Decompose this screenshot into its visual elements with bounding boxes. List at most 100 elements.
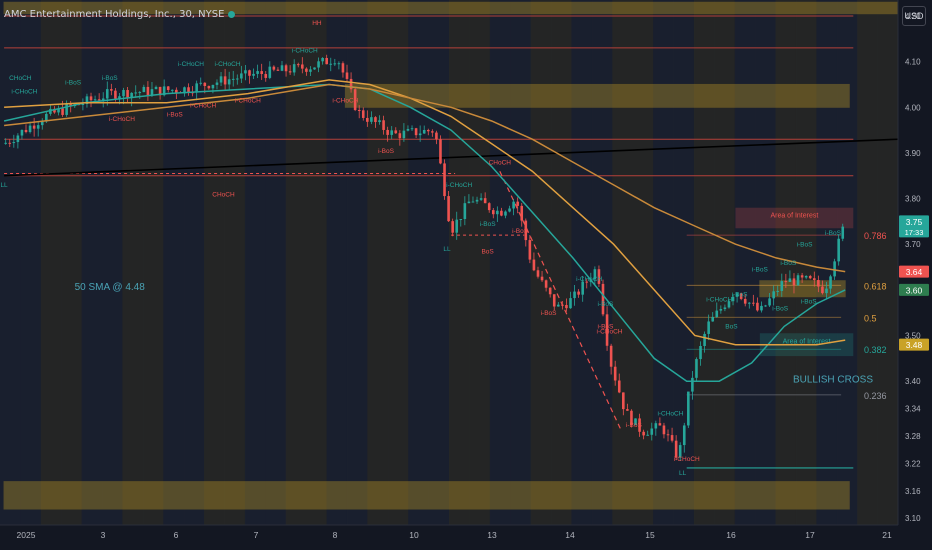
session-band <box>40 0 62 525</box>
candle-body <box>386 129 389 135</box>
candle-body <box>256 71 259 74</box>
price-badge-label: 3.48 <box>906 340 923 350</box>
moving-average-200-sma <box>4 83 846 273</box>
candle-body <box>634 418 637 426</box>
y-tick-label: 3.50 <box>905 332 921 341</box>
candle-body <box>16 135 20 143</box>
structure-label: BoS <box>481 248 494 255</box>
session-band <box>142 0 164 525</box>
candle-body <box>548 287 552 295</box>
candle-body <box>573 291 576 299</box>
x-tick-label: 7 <box>254 530 259 540</box>
y-tick-label: 3.90 <box>905 149 921 158</box>
candle-body <box>394 130 398 134</box>
down-trend-dashed <box>499 170 623 432</box>
candle-body <box>402 130 406 139</box>
candle-body <box>410 128 414 130</box>
candle-body <box>808 275 812 279</box>
session-band <box>285 0 307 525</box>
session-band-tint <box>530 0 572 525</box>
candle-body <box>837 238 840 262</box>
structure-label: i-BoS <box>825 230 842 237</box>
structure-label: i-CHoCH <box>292 48 318 55</box>
session-band <box>612 0 634 525</box>
candle-body <box>28 125 32 133</box>
candle-body <box>455 219 459 233</box>
candle-body <box>642 431 645 436</box>
candle-body <box>565 304 568 309</box>
structure-label: i-CHoCH <box>11 89 37 96</box>
structure-label: i-CHoCH <box>235 98 261 105</box>
candle-body <box>215 82 219 85</box>
candle-body <box>483 198 487 204</box>
candle-body <box>431 131 434 133</box>
candle-body <box>146 86 150 96</box>
x-tick-label: 21 <box>882 530 892 540</box>
candle-body <box>195 83 198 93</box>
session-band <box>367 0 389 525</box>
candle-body <box>207 86 211 89</box>
structure-label: i-CHoCH <box>674 456 700 463</box>
candle-body <box>292 64 296 73</box>
candle-body <box>130 92 133 99</box>
candle-body <box>443 163 446 197</box>
candle-body <box>597 269 601 284</box>
candle-body <box>585 281 589 283</box>
candle-body <box>57 108 60 113</box>
candle-body <box>711 316 715 322</box>
candle-body <box>284 65 288 72</box>
candle-body <box>593 269 597 280</box>
structure-label: i-BoS <box>801 299 818 306</box>
candle-body <box>796 275 800 286</box>
structure-label: LL <box>443 246 451 253</box>
symbol-header[interactable]: AMC Entertainment Holdings, Inc., 30, NY… <box>4 9 236 20</box>
session-band <box>122 0 144 525</box>
candle-body <box>219 76 223 83</box>
candle-body <box>357 109 361 111</box>
chart-note: BULLISH CROSS <box>793 375 873 386</box>
candle-body <box>727 301 731 308</box>
symbol-title: AMC Entertainment Holdings, Inc., 30, NY… <box>4 9 225 20</box>
candle-body <box>601 283 605 315</box>
x-tick-label: 13 <box>487 530 497 540</box>
candle-body <box>53 108 56 113</box>
candle-body <box>731 296 735 302</box>
candle-body <box>272 66 276 70</box>
structure-label: i-BoS <box>480 221 497 228</box>
session-band <box>693 0 715 525</box>
session-band <box>204 0 225 525</box>
candle-body <box>715 310 719 317</box>
candle-body <box>361 110 365 118</box>
session-band <box>489 0 511 525</box>
candle-body <box>89 96 93 101</box>
candle-body <box>451 221 454 233</box>
session-band <box>306 0 328 525</box>
candle-body <box>552 294 556 307</box>
candle-body <box>150 89 154 96</box>
candle-body <box>301 64 304 69</box>
candle-body <box>540 276 544 281</box>
area-of-interest-label: Area of Interest <box>783 338 831 345</box>
session-band <box>714 0 736 525</box>
structure-label: i-BoS <box>167 111 184 118</box>
candle-body <box>296 64 300 66</box>
candle-body <box>341 63 345 73</box>
structure-label: i-BoS <box>102 75 119 82</box>
candle-body <box>32 125 36 129</box>
candle-body <box>650 428 654 435</box>
candle-body <box>487 203 491 211</box>
session-band <box>408 0 430 525</box>
candle-body <box>557 304 560 307</box>
price-badge-label: 3.64 <box>906 267 923 277</box>
candle-body <box>61 108 64 115</box>
x-tick-label: 14 <box>565 530 575 540</box>
candle-body <box>626 409 629 411</box>
candle-body <box>110 89 113 91</box>
candle-body <box>504 211 507 216</box>
currency-button[interactable]: USD <box>902 6 926 26</box>
candle-body <box>609 345 613 367</box>
structure-label: i-BoS <box>597 301 614 308</box>
candle-body <box>101 98 105 101</box>
session-band-tint <box>449 0 490 525</box>
